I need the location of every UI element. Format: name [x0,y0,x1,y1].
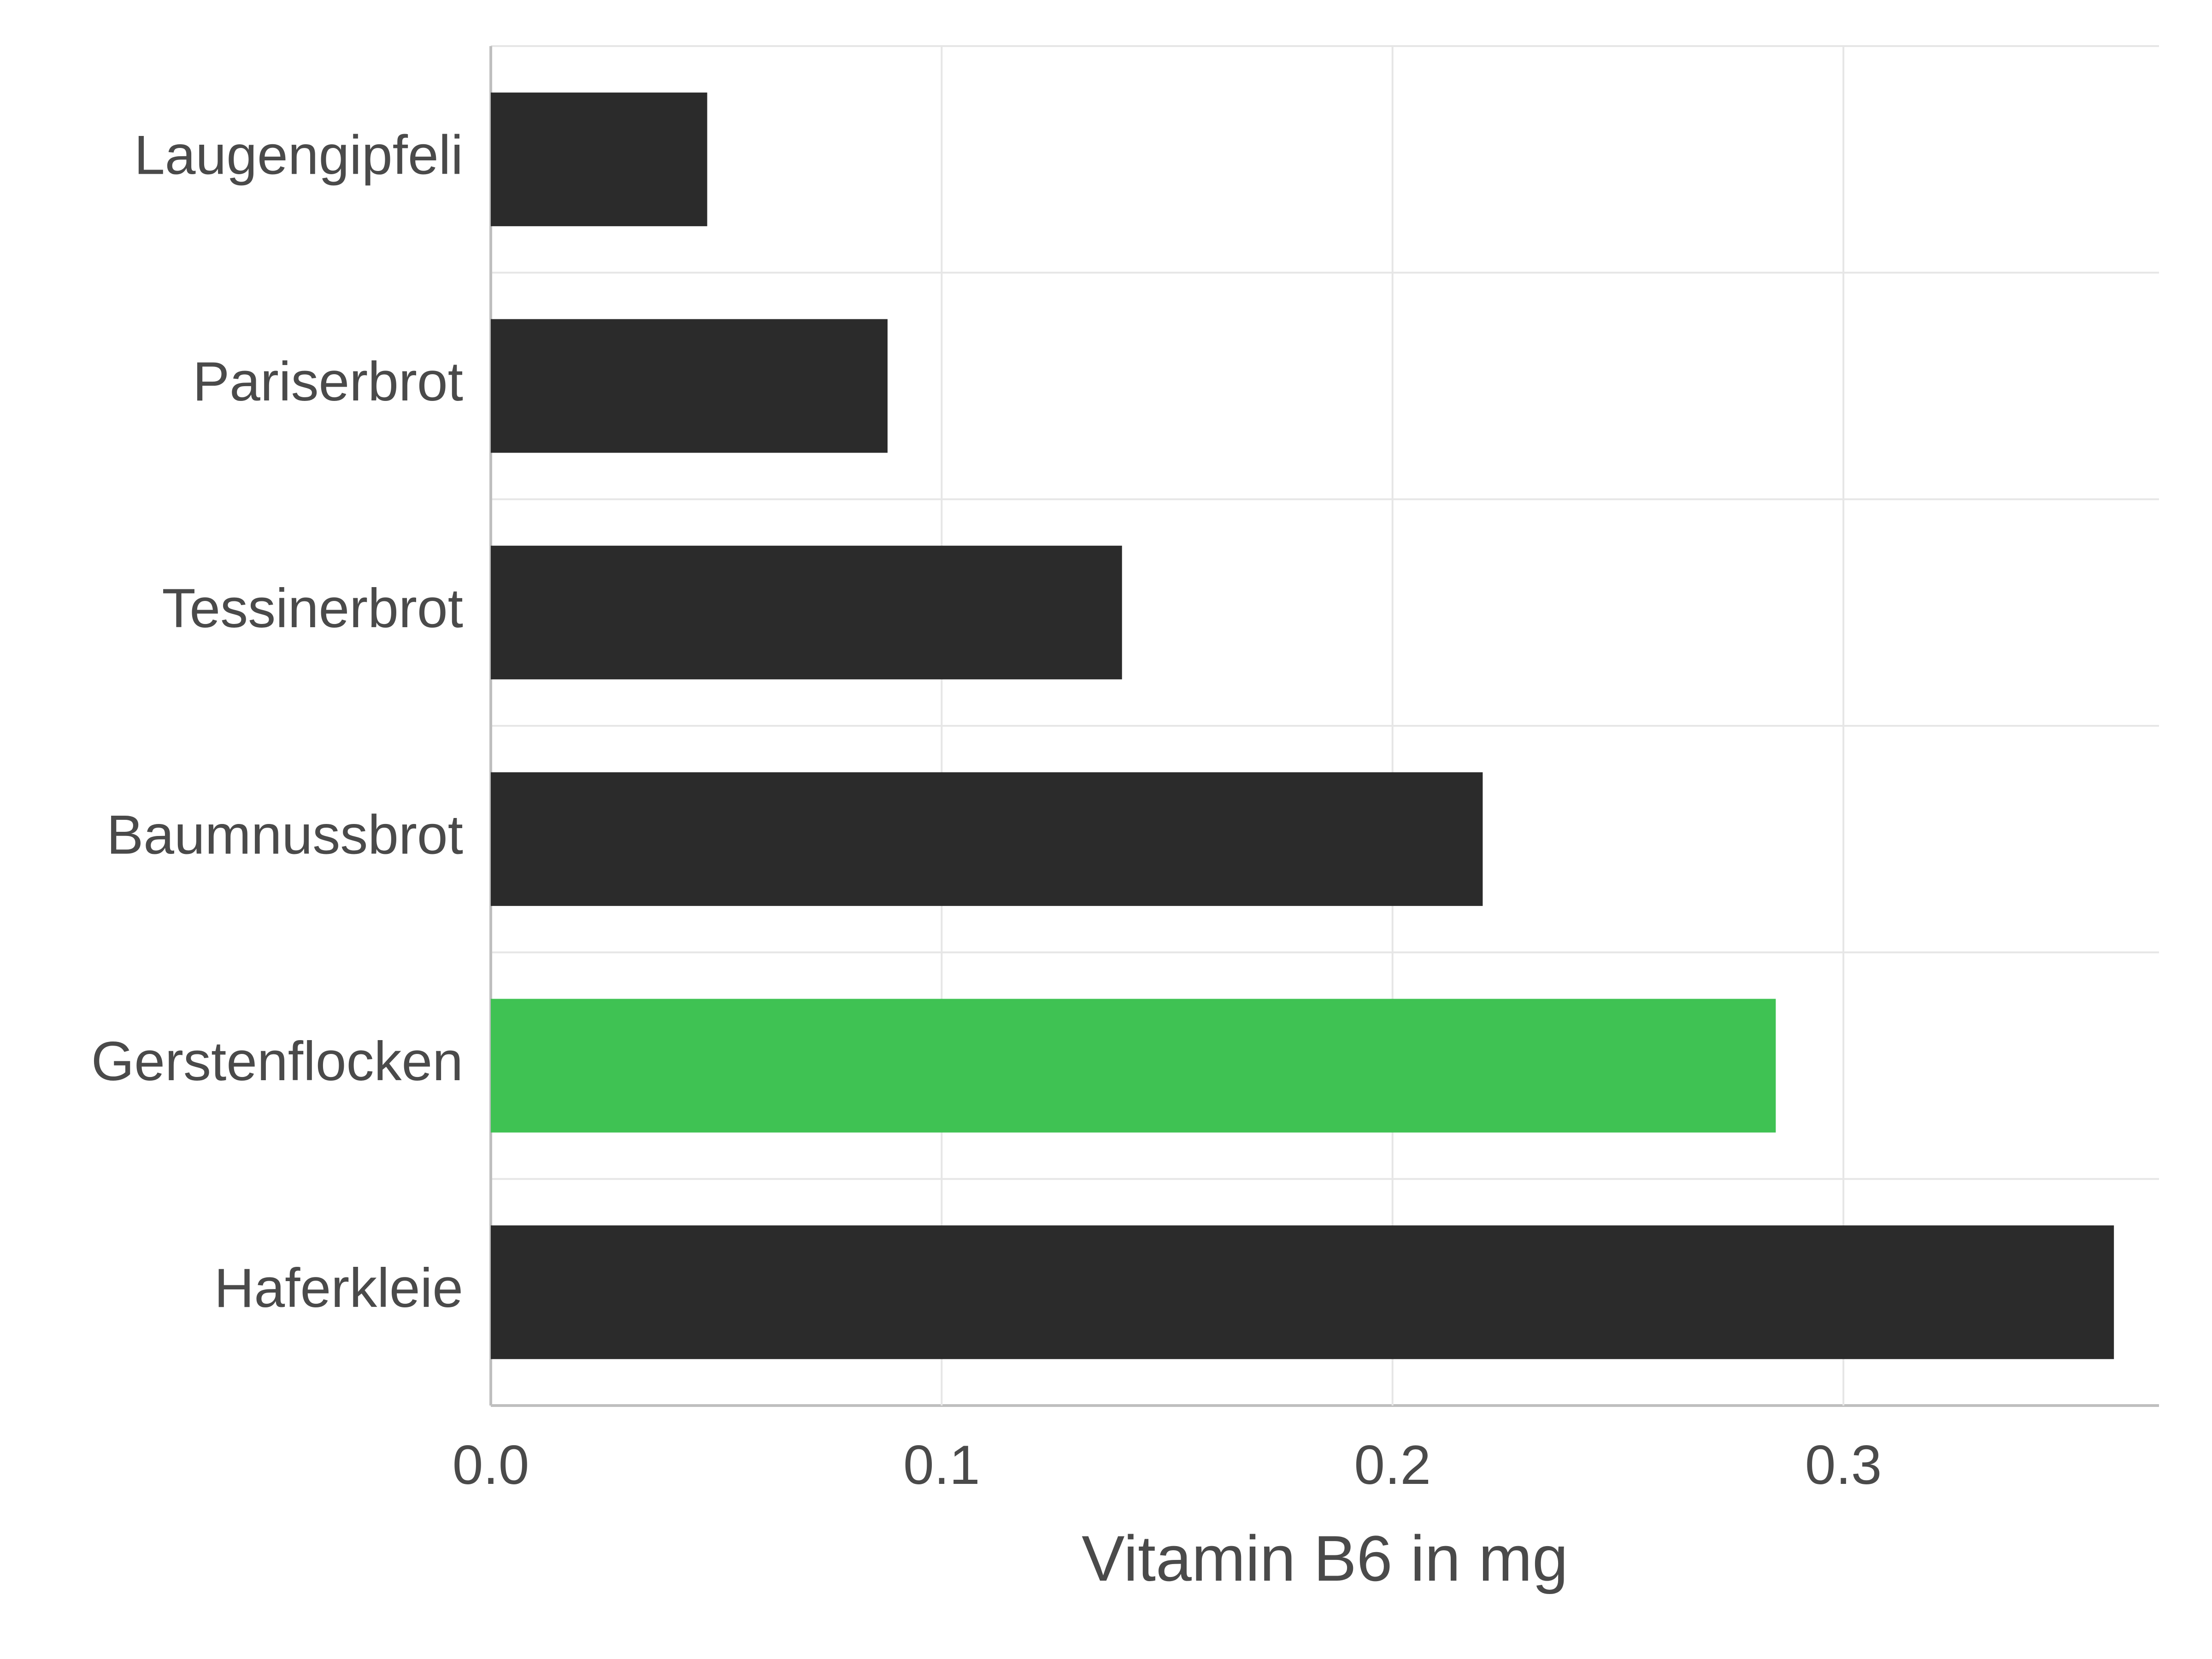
x-tick-label: 0.3 [1805,1434,1882,1496]
bar [491,999,1776,1132]
bar [491,772,1483,906]
y-tick-label: Laugengipfeli [134,124,463,186]
bar [491,1225,2114,1359]
y-tick-label: Tessinerbrot [162,577,463,639]
x-tick-label: 0.1 [903,1434,980,1496]
bar [491,319,888,453]
y-tick-label: Pariserbrot [193,351,463,412]
x-axis-title: Vitamin B6 in mg [1082,1522,1568,1594]
chart-container: Laugengipfeli Pariserbrot Tessinerbrot Baum… [0,0,2212,1659]
y-tick-label: Baumnussbrot [106,804,463,866]
bar [491,93,707,226]
y-tick-label: Gerstenflocken [91,1030,463,1092]
y-tick-label: Haferkleie [214,1257,463,1319]
bar-chart: Laugengipfeli Pariserbrot Tessinerbrot Baum… [0,0,2212,1659]
x-tick-label: 0.0 [453,1434,529,1496]
bar [491,546,1122,679]
x-tick-label: 0.2 [1354,1434,1431,1496]
